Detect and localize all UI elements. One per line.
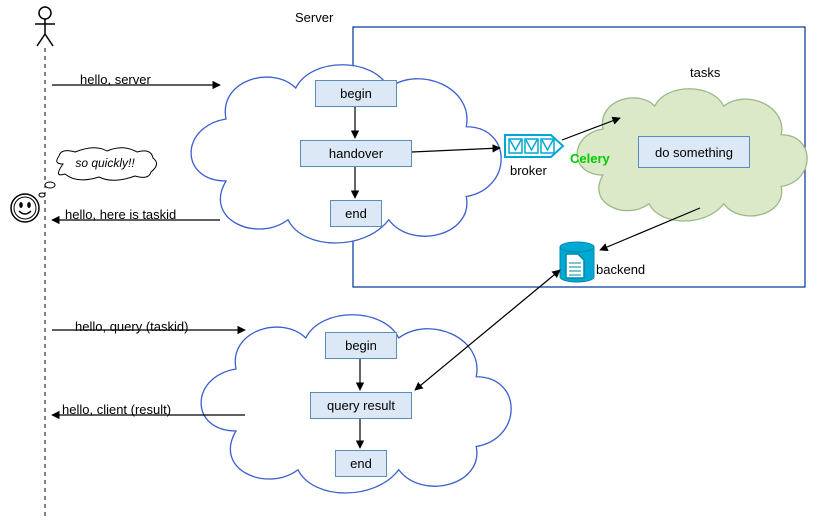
- arrow-10: [600, 208, 700, 250]
- box-queryresult: query result: [310, 392, 412, 419]
- message-hello-query: hello, query (taskid): [75, 319, 188, 334]
- tasks-label: tasks: [690, 65, 720, 80]
- box-begin1: begin: [315, 80, 397, 107]
- arrow-8: [412, 148, 500, 152]
- box-end1: end: [330, 200, 382, 227]
- server-label: Server: [295, 10, 333, 25]
- backend-icon: [560, 242, 594, 282]
- smiley-icon: [11, 194, 39, 222]
- message-hello-client: hello, client (result): [62, 402, 171, 417]
- message-hello-taskid: hello, here is taskid: [65, 207, 176, 222]
- arrow-11: [415, 270, 560, 390]
- celery-label: Celery: [570, 151, 610, 166]
- backend-label: backend: [596, 262, 645, 277]
- box-end2: end: [335, 450, 387, 477]
- actor-icon: [35, 7, 55, 46]
- broker-label: broker: [510, 163, 547, 178]
- box-dosomething: do something: [638, 136, 750, 168]
- box-handover: handover: [300, 140, 412, 167]
- box-begin2: begin: [325, 332, 397, 359]
- thought-text: so quickly!!: [61, 156, 149, 170]
- arrow-9: [562, 118, 620, 140]
- broker-icon: [505, 135, 563, 157]
- message-hello-server: hello, server: [80, 72, 151, 87]
